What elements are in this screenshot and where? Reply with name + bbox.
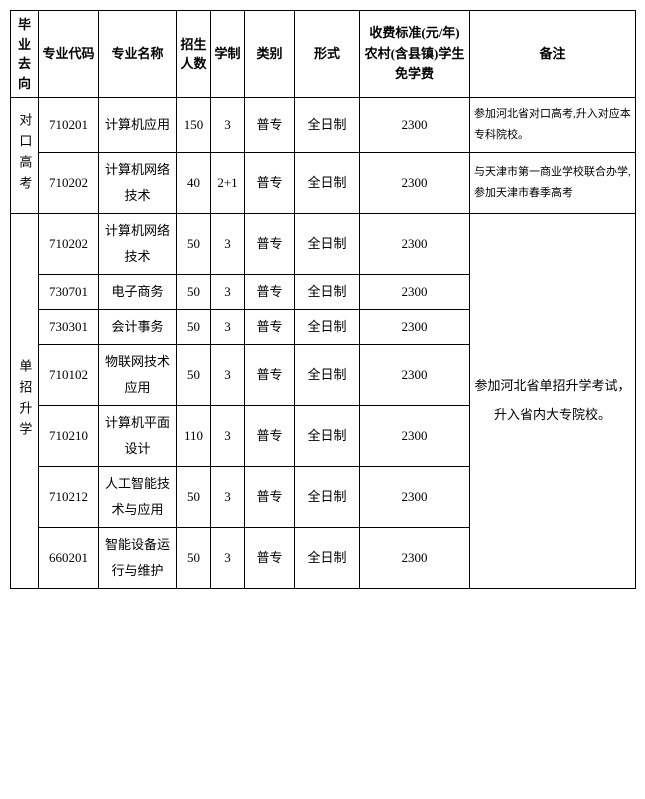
major-cell: 计算机应用 [99,98,177,153]
remark-cell: 参加河北省对口高考,升入对应本专科院校。 [470,98,636,153]
fee-cell: 2300 [360,152,470,213]
category-cell: 普专 [245,274,295,309]
major-cell: 计算机网络技术 [99,213,177,274]
category-cell: 普专 [245,466,295,527]
form-cell: 全日制 [295,527,360,588]
remark-cell: 与天津市第一商业学校联合办学,参加天津市春季高考 [470,152,636,213]
direction-cell: 对口高考 [11,98,39,214]
form-cell: 全日制 [295,213,360,274]
form-cell: 全日制 [295,274,360,309]
header-code: 专业代码 [39,11,99,98]
enrollment-table: 毕业去向 专业代码 专业名称 招生人数 学制 类别 形式 收费标准(元/年)农村… [10,10,636,589]
fee-cell: 2300 [360,527,470,588]
category-cell: 普专 [245,152,295,213]
count-cell: 40 [177,152,211,213]
code-cell: 730301 [39,309,99,344]
form-cell: 全日制 [295,405,360,466]
fee-cell: 2300 [360,213,470,274]
header-fee: 收费标准(元/年)农村(含县镇)学生免学费 [360,11,470,98]
fee-cell: 2300 [360,405,470,466]
table-body: 对口高考 710201 计算机应用 150 3 普专 全日制 2300 参加河北… [11,98,636,589]
duration-cell: 2+1 [211,152,245,213]
major-cell: 会计事务 [99,309,177,344]
code-cell: 710202 [39,152,99,213]
header-row: 毕业去向 专业代码 专业名称 招生人数 学制 类别 形式 收费标准(元/年)农村… [11,11,636,98]
duration-cell: 3 [211,405,245,466]
fee-cell: 2300 [360,98,470,153]
category-cell: 普专 [245,527,295,588]
count-cell: 110 [177,405,211,466]
major-cell: 计算机网络技术 [99,152,177,213]
major-cell: 电子商务 [99,274,177,309]
header-direction: 毕业去向 [11,11,39,98]
duration-cell: 3 [211,274,245,309]
count-cell: 50 [177,213,211,274]
count-cell: 50 [177,344,211,405]
duration-cell: 3 [211,527,245,588]
duration-cell: 3 [211,466,245,527]
header-duration: 学制 [211,11,245,98]
code-cell: 710201 [39,98,99,153]
major-cell: 物联网技术应用 [99,344,177,405]
code-cell: 710210 [39,405,99,466]
form-cell: 全日制 [295,344,360,405]
header-category: 类别 [245,11,295,98]
count-cell: 150 [177,98,211,153]
remark-cell: 参加河北省单招升学考试，升入省内大专院校。 [470,213,636,588]
header-major: 专业名称 [99,11,177,98]
duration-cell: 3 [211,309,245,344]
form-cell: 全日制 [295,98,360,153]
fee-cell: 2300 [360,274,470,309]
category-cell: 普专 [245,405,295,466]
duration-cell: 3 [211,98,245,153]
category-cell: 普专 [245,98,295,153]
category-cell: 普专 [245,344,295,405]
fee-cell: 2300 [360,466,470,527]
form-cell: 全日制 [295,152,360,213]
count-cell: 50 [177,527,211,588]
form-cell: 全日制 [295,466,360,527]
code-cell: 710102 [39,344,99,405]
header-form: 形式 [295,11,360,98]
category-cell: 普专 [245,309,295,344]
direction-cell: 单招升学 [11,213,39,588]
header-count: 招生人数 [177,11,211,98]
code-cell: 730701 [39,274,99,309]
code-cell: 660201 [39,527,99,588]
table-row: 710202 计算机网络技术 40 2+1 普专 全日制 2300 与天津市第一… [11,152,636,213]
form-cell: 全日制 [295,309,360,344]
major-cell: 人工智能技术与应用 [99,466,177,527]
count-cell: 50 [177,274,211,309]
duration-cell: 3 [211,344,245,405]
major-cell: 智能设备运行与维护 [99,527,177,588]
table-row: 对口高考 710201 计算机应用 150 3 普专 全日制 2300 参加河北… [11,98,636,153]
count-cell: 50 [177,309,211,344]
major-cell: 计算机平面设计 [99,405,177,466]
fee-cell: 2300 [360,344,470,405]
table-row: 单招升学 710202 计算机网络技术 50 3 普专 全日制 2300 参加河… [11,213,636,274]
fee-cell: 2300 [360,309,470,344]
duration-cell: 3 [211,213,245,274]
code-cell: 710202 [39,213,99,274]
category-cell: 普专 [245,213,295,274]
count-cell: 50 [177,466,211,527]
header-remark: 备注 [470,11,636,98]
code-cell: 710212 [39,466,99,527]
